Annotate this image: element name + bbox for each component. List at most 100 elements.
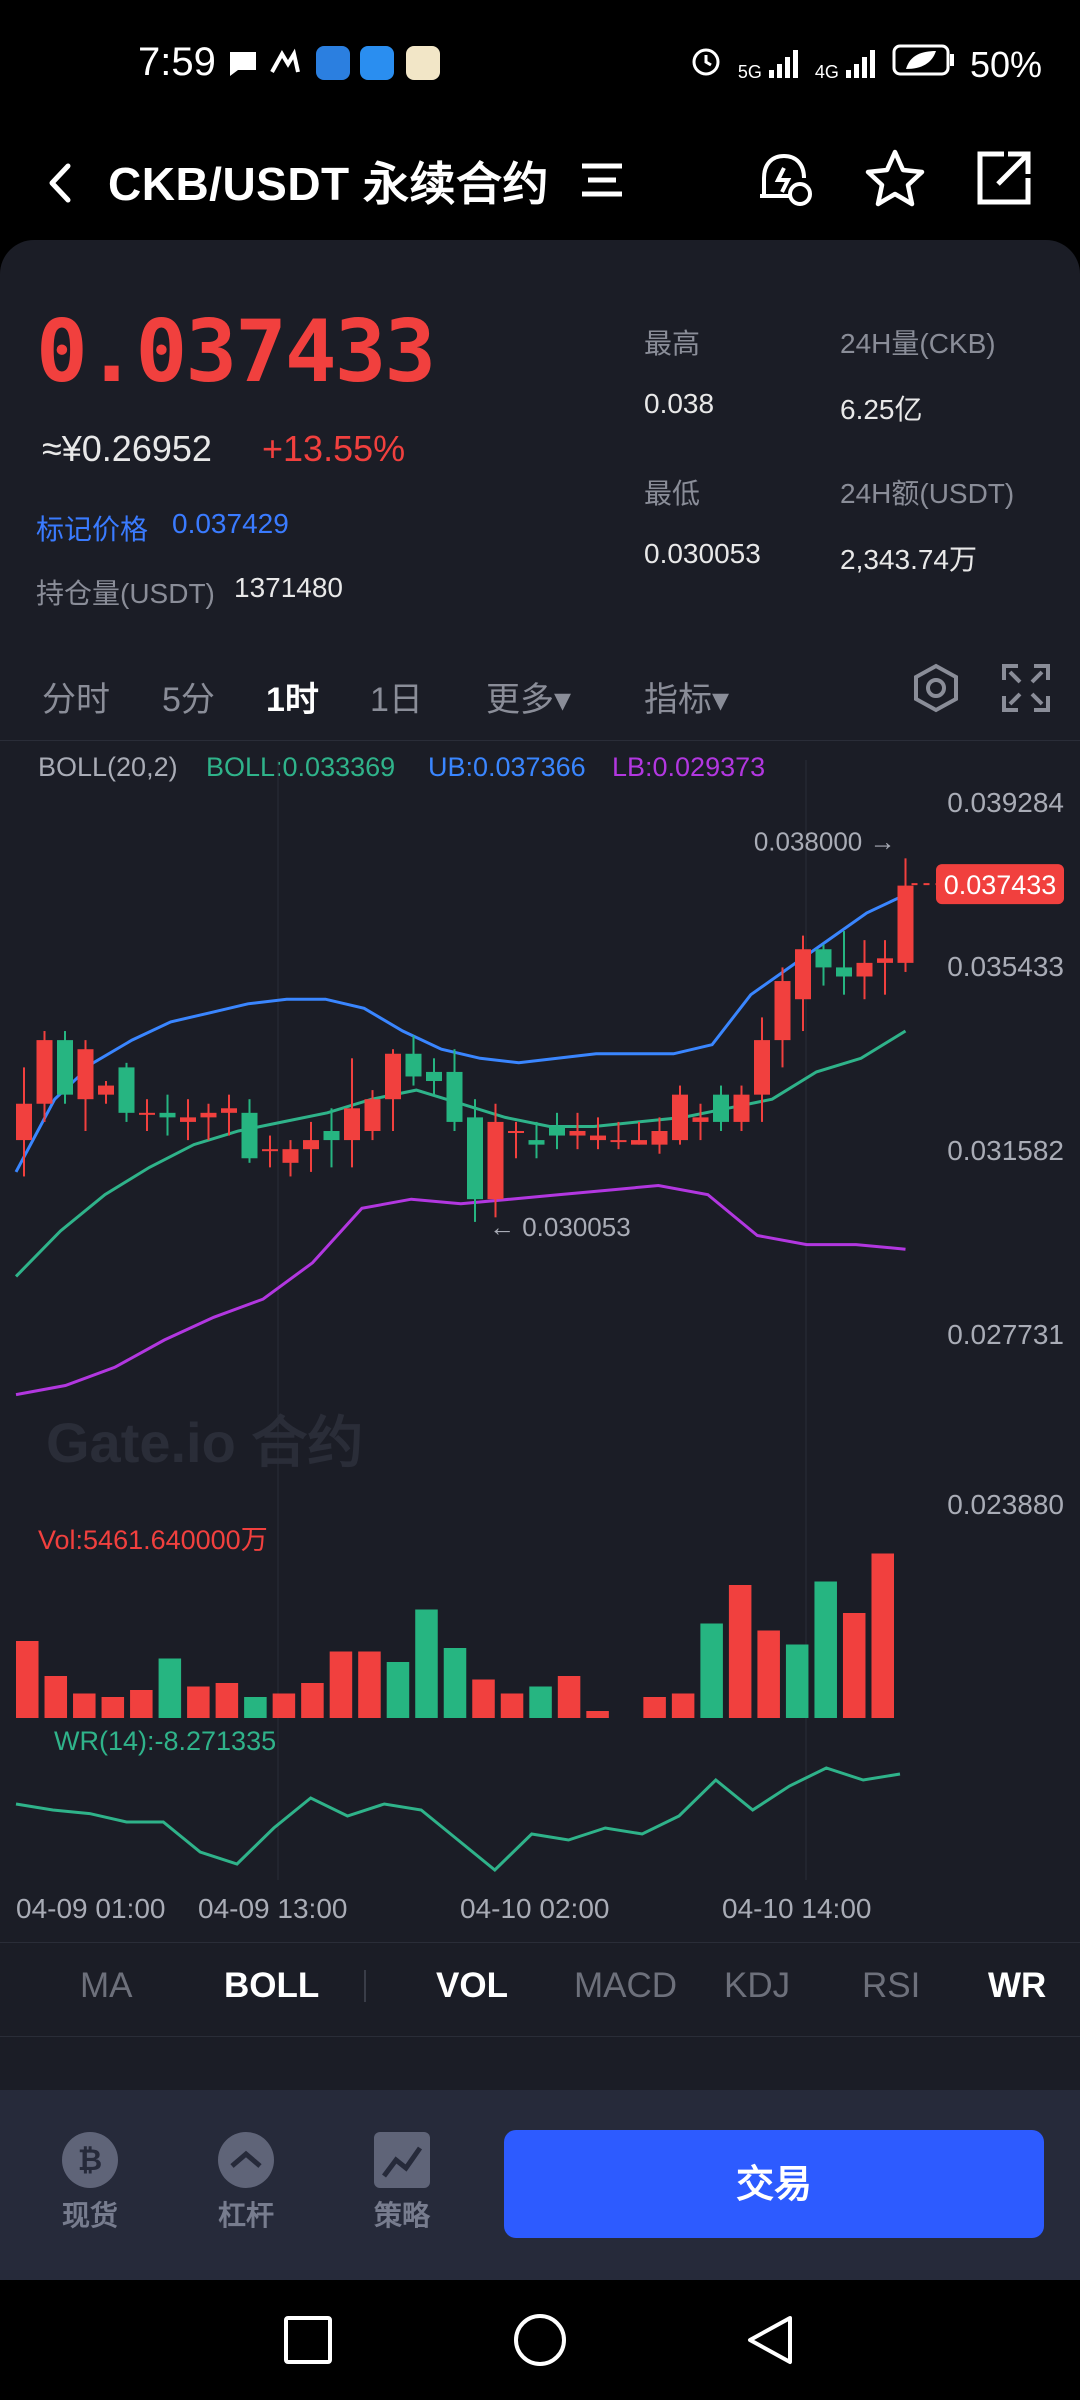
turnover-label: 24H额(USDT): [840, 478, 1015, 509]
change-percent: +13.55%: [262, 428, 406, 469]
back-button[interactable]: [32, 148, 92, 218]
volume-bar: [785, 1644, 809, 1718]
min-price-annotation: ← 0.030053: [489, 1212, 631, 1242]
nav-strategy[interactable]: 策略: [342, 2132, 462, 2234]
boll-upper-line: [14, 893, 907, 1173]
kline-chart[interactable]: Gate.io 合约 0.039284 0.035433 0.031582 0.0277…: [0, 0, 1080, 2090]
candle-body: [528, 1140, 545, 1145]
candle-body: [549, 1126, 565, 1136]
volume-bar: [557, 1676, 581, 1718]
share-icon[interactable]: [968, 144, 1038, 214]
volume-bar: [187, 1686, 210, 1718]
volume-bar: [16, 1641, 39, 1718]
candle-body: [897, 885, 914, 963]
volume-bar: [329, 1651, 353, 1718]
nav-strategy-label: 策略: [373, 2200, 430, 2231]
candle-body: [303, 1140, 319, 1150]
volume-bar: [472, 1679, 495, 1718]
volume-bar: [244, 1697, 267, 1718]
volume-bar: [814, 1581, 837, 1718]
price-axis-label: 0.035433: [947, 951, 1064, 982]
alarm-icon: [688, 42, 724, 87]
trade-button[interactable]: 交易: [504, 2130, 1044, 2238]
current-price-tag: 0.037433: [944, 870, 1057, 900]
open-interest-label: 持仓量(USDT): [36, 578, 215, 609]
wr-line: [15, 1766, 901, 1873]
indicator-tab-rsi[interactable]: RSI: [862, 1966, 921, 2005]
tab-5min[interactable]: 5分: [162, 681, 215, 719]
candle-body: [282, 1149, 299, 1163]
volume-bar: [643, 1697, 666, 1718]
candle-body: [262, 1149, 278, 1152]
tab-indicators[interactable]: 指标▾: [644, 681, 730, 719]
max-price-annotation: 0.038000 →: [754, 826, 896, 856]
nav-spot[interactable]: ₿ 现货: [30, 2132, 150, 2234]
status-time: 7:59: [138, 40, 216, 84]
signal-4g-icon: 4G: [815, 48, 878, 81]
back-nav-button[interactable]: [742, 2312, 798, 2373]
recent-apps-button[interactable]: [282, 2314, 334, 2371]
fullscreen-icon[interactable]: [996, 658, 1056, 718]
candle-body: [856, 962, 873, 977]
low-label: 最低: [644, 478, 701, 509]
home-button[interactable]: [512, 2312, 568, 2373]
network-4g-label: 4G: [814, 62, 839, 82]
volume-bar: [842, 1613, 866, 1718]
candle-body: [16, 1103, 32, 1141]
app-notification-icon: [268, 46, 302, 80]
tab-timeline[interactable]: 分时: [42, 681, 110, 719]
candle-body: [467, 1117, 483, 1200]
boll-legend-ub: UB:0.037366: [428, 752, 586, 782]
watermark-text: Gate.io 合约: [46, 1411, 363, 1474]
tab-more[interactable]: 更多▾: [486, 681, 572, 719]
favorite-star-icon[interactable]: [860, 144, 930, 214]
contract-title[interactable]: CKB/USDT 永续合约: [108, 158, 549, 210]
candle-body: [426, 1071, 442, 1082]
indicator-tab-kdj[interactable]: KDJ: [724, 1966, 791, 2005]
cny-price: ≈¥0.26952: [42, 428, 212, 469]
status-bar: 7:59 5G 4G 50%: [0, 0, 1080, 130]
candle-body: [36, 1040, 53, 1104]
status-right: 5G 4G 50%: [688, 42, 1042, 87]
mark-price-label[interactable]: 标记价格: [36, 514, 149, 545]
wr-legend: WR(14):-8.271335: [54, 1726, 277, 1756]
price-axis-label: 0.039284: [947, 787, 1064, 818]
indicator-tab-ma[interactable]: MA: [80, 1966, 133, 2005]
candle-body: [569, 1131, 586, 1136]
indicator-tab-vol[interactable]: VOL: [436, 1966, 508, 2005]
indicator-tab-wr[interactable]: WR: [988, 1966, 1047, 2005]
signal-5g-icon: 5G: [738, 48, 801, 81]
price-alert-icon[interactable]: [750, 144, 820, 214]
nav-margin[interactable]: 杠杆: [186, 2132, 306, 2234]
bitcoin-icon: ₿: [62, 2132, 118, 2188]
indicator-tab-boll[interactable]: BOLL: [224, 1966, 320, 2005]
volume-bar: [215, 1683, 239, 1718]
volume-bar: [700, 1623, 723, 1718]
indicator-tab-macd[interactable]: MACD: [574, 1966, 678, 2005]
volume-legend: Vol:5461.640000万: [38, 1525, 268, 1555]
mark-price-value: 0.037429: [172, 508, 289, 539]
tab-1day[interactable]: 1日: [370, 681, 423, 719]
tab-1hour[interactable]: 1时: [266, 681, 319, 719]
indicator-bottom-divider: [0, 2036, 1080, 2037]
candle-body: [241, 1112, 258, 1159]
candle-body: [487, 1121, 504, 1200]
price-axis-label: 0.027731: [947, 1319, 1064, 1350]
candle-body: [364, 1099, 381, 1132]
open-interest-value: 1371480: [234, 572, 344, 603]
boll-lower-line: [15, 1183, 906, 1397]
candle-body: [836, 967, 852, 977]
svg-text:₿: ₿: [78, 2143, 102, 2178]
volume-bar: [101, 1697, 125, 1718]
candle-body: [815, 949, 832, 968]
high-value: 0.038: [644, 388, 715, 419]
chart-settings-icon[interactable]: [906, 658, 966, 718]
volume-bar: [73, 1693, 96, 1718]
candle-body: [651, 1131, 668, 1145]
candle-body: [344, 1108, 360, 1141]
menu-icon[interactable]: [578, 150, 648, 220]
low-value: 0.030053: [644, 538, 761, 569]
volume-bar: [386, 1662, 410, 1718]
candle-body: [118, 1067, 135, 1113]
candle-body: [754, 1040, 770, 1095]
